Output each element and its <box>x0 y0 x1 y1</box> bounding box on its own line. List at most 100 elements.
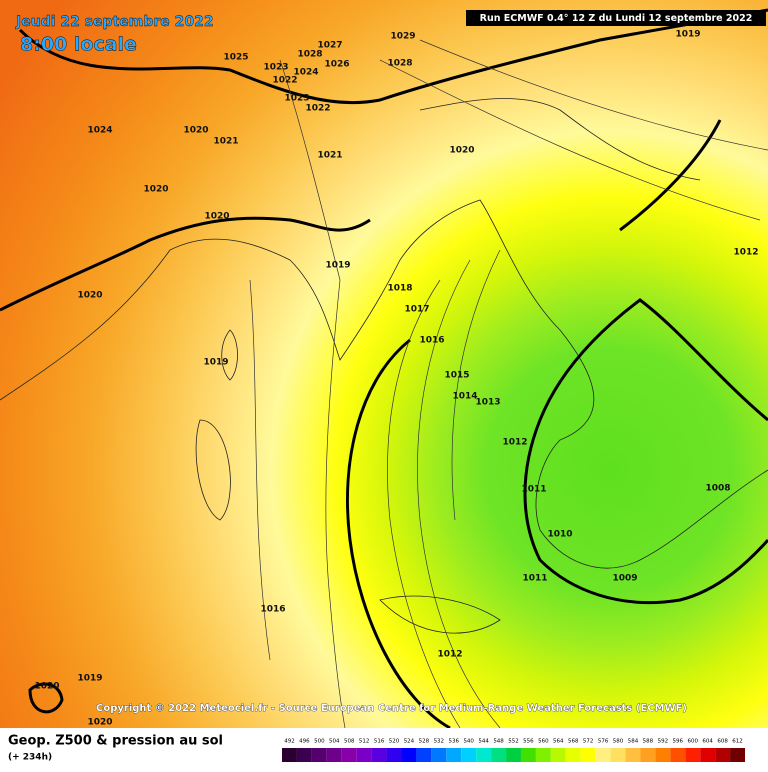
isobar-label: 1016 <box>260 605 285 615</box>
legend-swatch <box>416 748 432 762</box>
legend-swatch <box>386 748 402 762</box>
legend-swatch <box>311 748 327 762</box>
isobar-label: 1022 <box>272 76 297 86</box>
legend-swatch <box>371 748 387 762</box>
legend-swatch <box>520 748 536 762</box>
legend-label: 508 <box>344 739 355 745</box>
legend-swatch <box>282 748 297 762</box>
isobar-label: 1017 <box>404 305 429 315</box>
legend-swatch <box>506 748 521 762</box>
legend-label: 580 <box>613 739 624 745</box>
legend-label: 556 <box>523 739 534 745</box>
z500-field <box>0 0 768 728</box>
legend-label: 496 <box>299 739 310 745</box>
isobar-label: 1025 <box>223 53 248 63</box>
isobar-label: 1019 <box>203 358 228 368</box>
legend-label: 504 <box>329 739 340 745</box>
legend-swatch <box>565 748 581 762</box>
legend-label: 592 <box>658 739 669 745</box>
legend-swatch <box>326 748 342 762</box>
legend-label: 584 <box>628 739 639 745</box>
legend-swatch <box>670 748 686 762</box>
isobar-label: 1027 <box>317 41 342 51</box>
isobar-label: 1020 <box>204 212 229 222</box>
legend-label: 572 <box>583 739 594 745</box>
legend-label: 560 <box>538 739 549 745</box>
legend-label: 516 <box>374 739 385 745</box>
legend-swatch <box>296 748 312 762</box>
isobar-label: 1028 <box>387 59 412 69</box>
isobar-label: 1020 <box>449 146 474 156</box>
isobar-label: 1020 <box>77 291 102 301</box>
isobar-label: 1011 <box>521 485 546 495</box>
legend-label: 576 <box>598 739 609 745</box>
isobar-label: 1012 <box>733 248 758 258</box>
isobar-label: 1016 <box>419 336 444 346</box>
isobar-label: 1023 <box>284 94 309 104</box>
isobar-label: 1019 <box>77 674 102 684</box>
legend-label: 540 <box>463 739 474 745</box>
isobar-label: 1022 <box>305 104 330 114</box>
isobar-label: 1008 <box>705 484 730 494</box>
isobar-label: 1012 <box>437 650 462 660</box>
legend-swatch <box>356 748 372 762</box>
isobar-label: 1020 <box>143 185 168 195</box>
legend-label: 536 <box>449 739 460 745</box>
legend-swatch <box>431 748 447 762</box>
legend-label: 552 <box>508 739 519 745</box>
isobar-label: 1015 <box>444 371 469 381</box>
isobar-label: 1018 <box>387 284 412 294</box>
isolines <box>0 8 768 730</box>
isobar-label: 1021 <box>317 151 342 161</box>
isobar-label: 1026 <box>324 60 349 70</box>
legend-swatch <box>655 748 671 762</box>
legend-label: 520 <box>389 739 400 745</box>
thin-isolines <box>249 39 768 729</box>
legend-swatch <box>461 748 477 762</box>
isobar-label: 1012 <box>502 438 527 448</box>
legend-swatch <box>730 748 745 762</box>
footer-title: Geop. Z500 & pression au sol <box>8 734 223 749</box>
legend-label: 500 <box>314 739 325 745</box>
legend-label: 524 <box>404 739 415 745</box>
isobar-label: 1011 <box>522 574 547 584</box>
copyright: Copyright © 2022 Meteociel.fr - Source E… <box>96 703 687 714</box>
isobar-label: 1020 <box>87 718 112 728</box>
legend-swatch <box>446 748 462 762</box>
legend-label: 608 <box>717 739 728 745</box>
legend-label: 604 <box>702 739 713 745</box>
isobar-label: 1013 <box>475 398 500 408</box>
legend-label: 544 <box>478 739 489 745</box>
isobar-label: 1021 <box>213 137 238 147</box>
legend-swatch <box>341 748 357 762</box>
coastlines <box>0 98 768 634</box>
isobar-label: 1024 <box>293 68 318 78</box>
isobar-label: 1019 <box>325 261 350 271</box>
legend: 492 496 500 504 508 512 516 520 524 528 532 536 540 5… <box>282 739 745 762</box>
legend-label: 596 <box>673 739 684 745</box>
legend-label: 548 <box>493 739 504 745</box>
isobar-label: 1028 <box>297 50 322 60</box>
legend-swatch <box>401 748 417 762</box>
legend-label: 564 <box>553 739 564 745</box>
legend-swatch <box>595 748 611 762</box>
isobar-label: 1010 <box>547 530 572 540</box>
legend-swatch <box>700 748 716 762</box>
isobar-label: 1029 <box>390 32 415 42</box>
legend-swatch <box>550 748 566 762</box>
legend-swatch <box>580 748 596 762</box>
legend-swatch <box>640 748 656 762</box>
legend-label: 612 <box>732 739 743 745</box>
run-info: Run ECMWF 0.4° 12 Z du Lundi 12 septembr… <box>480 13 753 24</box>
forecast-date: Jeudi 22 septembre 2022 <box>15 14 214 30</box>
legend-swatch <box>535 748 551 762</box>
legend-label: 568 <box>568 739 579 745</box>
isobar-label: 1023 <box>263 63 288 73</box>
legend-label: 600 <box>687 739 698 745</box>
legend-label: 588 <box>643 739 654 745</box>
legend-swatch <box>625 748 641 762</box>
legend-swatch <box>715 748 731 762</box>
forecast-time: 8:00 locale <box>20 34 137 56</box>
legend-swatch <box>476 748 492 762</box>
